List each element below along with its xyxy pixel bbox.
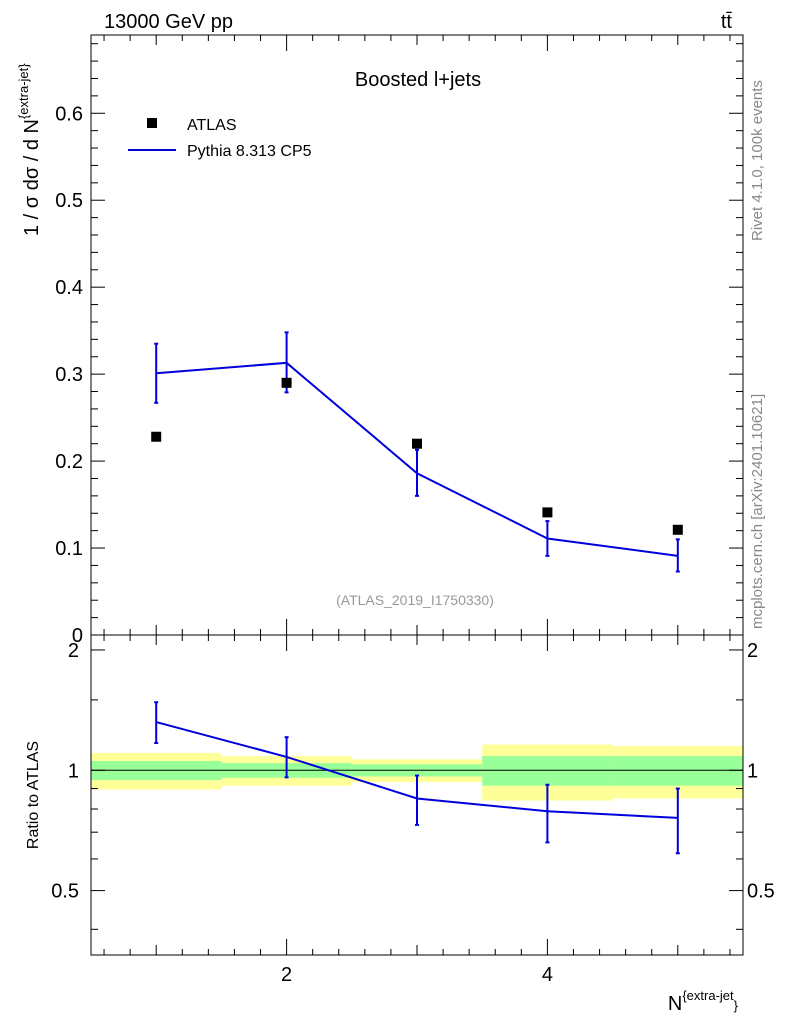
atlas-point — [412, 438, 422, 449]
ratio-y-tick-label: 0.5 — [51, 881, 79, 903]
atlas-point — [281, 377, 292, 388]
ratio-band-inner — [612, 756, 743, 786]
plot-title: Boosted l+jets — [355, 69, 481, 91]
ratio-y-axis-label: Ratio to ATLAS — [25, 741, 42, 849]
legend-marker-atlas — [147, 118, 157, 128]
legend-label-pythia: Pythia 8.313 CP5 — [187, 143, 312, 160]
x-axis-label-base: N — [668, 993, 682, 1015]
analysis-watermark: (ATLAS_2019_I1750330) — [336, 592, 494, 608]
x-axis-label-tail: } — [734, 998, 739, 1013]
rivet-info: Rivet 4.1.0, 100k events — [749, 80, 766, 241]
mcplots-info: mcplots.cern.ch [arXiv:2401.10621] — [749, 394, 766, 629]
ratio-band-inner — [482, 756, 613, 786]
main-panel: 0 0.1 0.2 0.3 0.4 0.5 0.6 Boosted l+jets (ATLA… — [16, 34, 744, 647]
main-y-tick-label: 0 — [72, 625, 83, 647]
main-y-tick-label: 0.1 — [55, 538, 83, 560]
atlas-point — [542, 507, 553, 518]
main-y-axis-label-base: 1 / σ dσ / d N — [21, 119, 43, 236]
ratio-y-tick-label-right: 2 — [747, 640, 758, 662]
ratio-y-tick-label-right: 1 — [747, 760, 758, 782]
x-axis-label-sup: {extra-jet — [682, 988, 734, 1003]
main-y-tick-label: 0.4 — [55, 277, 83, 299]
main-y-axis-label: 1 / σ dσ / d N{extra-jet} — [16, 63, 43, 236]
main-y-tick-label: 0.3 — [55, 364, 83, 386]
atlas-point — [151, 431, 162, 442]
process-label: tt̄ — [721, 11, 733, 33]
main-y-axis-label-sup: {extra-jet — [16, 67, 31, 119]
main-y-axis-label-tail: } — [16, 63, 31, 68]
atlas-point — [672, 524, 683, 535]
x-axis-label: N{extra-jet} — [668, 988, 739, 1015]
main-y-tick-labels: 0 0.1 0.2 0.3 0.4 0.5 0.6 — [55, 103, 83, 647]
ratio-y-tick-label-right: 0.5 — [747, 881, 775, 903]
ratio-y-tick-label: 1 — [68, 760, 79, 782]
beam-label: 13000 GeV pp — [104, 11, 233, 33]
x-tick-label: 2 — [281, 964, 292, 986]
main-y-tick-label: 0.6 — [55, 103, 83, 125]
ratio-y-tick-label: 2 — [68, 640, 79, 662]
ratio-y-tick-labels: 0.5 0.5 1 1 2 2 — [51, 640, 775, 903]
ratio-frame — [90, 634, 744, 956]
main-y-tick-label: 0.5 — [55, 190, 83, 212]
main-ticks — [91, 35, 743, 636]
legend: ATLAS Pythia 8.313 CP5 — [128, 117, 312, 160]
main-y-tick-label: 0.2 — [55, 451, 83, 473]
x-tick-label: 4 — [542, 964, 553, 986]
legend-label-atlas: ATLAS — [187, 117, 237, 134]
main-data — [151, 331, 683, 573]
ratio-data — [154, 701, 680, 855]
ratio-ticks — [91, 635, 743, 955]
